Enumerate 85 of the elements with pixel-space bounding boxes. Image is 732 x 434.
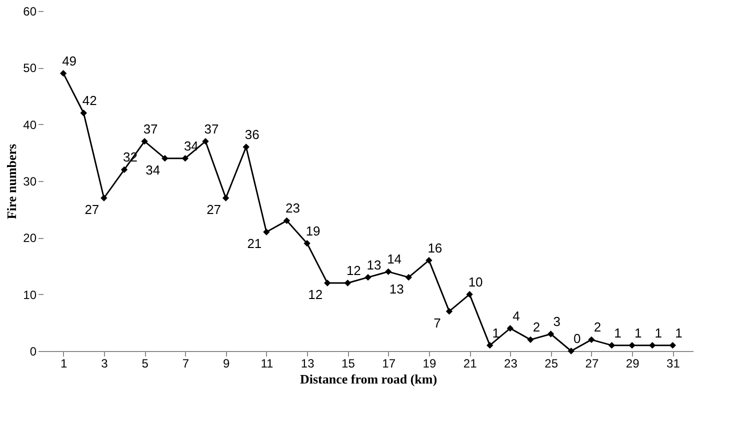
data-label: 14 (387, 252, 402, 267)
x-tick-label: 17 (382, 356, 396, 370)
point (405, 274, 412, 281)
point (182, 154, 189, 162)
x-tick-label: 11 (260, 356, 274, 370)
x-tick-label: 19 (422, 356, 436, 370)
point (263, 228, 270, 236)
data-label: 3 (553, 314, 560, 329)
y-axis-title: Fire numbers (4, 144, 20, 220)
point (568, 348, 574, 354)
point (608, 342, 616, 349)
y-tick-label: 30 (23, 174, 37, 188)
point (304, 240, 310, 247)
data-label: 19 (306, 223, 320, 238)
data-label: 2 (594, 320, 602, 335)
data-label: 27 (206, 202, 222, 217)
point (466, 290, 473, 298)
point (222, 194, 230, 202)
data-label: 27 (84, 202, 100, 217)
y-tick-label: 50 (23, 61, 37, 76)
data-label: 2 (532, 320, 540, 335)
data-label: 7 (434, 315, 441, 330)
point (100, 194, 108, 202)
x-tick-label: 21 (463, 356, 478, 370)
x-axis-title: Distance from road (km) (300, 372, 438, 386)
data-label: 36 (244, 127, 260, 142)
data-label: 1 (634, 325, 642, 340)
point (669, 342, 676, 349)
data-label: 1 (614, 325, 622, 340)
x-tick-label: 29 (626, 356, 640, 370)
y-tick-label: 60 (23, 4, 37, 18)
data-label: 13 (366, 257, 382, 272)
data-label: 34 (146, 162, 160, 178)
data-label: 10 (468, 274, 483, 290)
data-label: 12 (346, 263, 361, 278)
y-tick-label: 20 (23, 231, 37, 246)
data-label: 1 (654, 325, 662, 340)
x-tick-label: 31 (666, 356, 680, 370)
data-label: 4 (512, 308, 520, 324)
point (324, 280, 331, 286)
point (162, 154, 168, 162)
point (384, 268, 392, 276)
point (80, 110, 87, 116)
data-label: 37 (143, 121, 158, 136)
point (547, 330, 554, 338)
data-label: 49 (62, 53, 77, 68)
x-tick-label: 5 (142, 356, 149, 370)
data-label: 1 (675, 325, 682, 340)
point (426, 256, 432, 264)
x-tick-label: 23 (504, 356, 518, 370)
point (141, 138, 148, 145)
x-tick-label: 15 (342, 356, 356, 370)
data-label: 42 (82, 93, 97, 108)
data-label: 12 (308, 287, 323, 302)
data-label: 23 (286, 200, 300, 216)
y-tick-label: 0 (30, 344, 37, 358)
point (446, 308, 453, 315)
x-tick-label: 7 (182, 356, 190, 370)
x-tick-label: 27 (585, 356, 599, 370)
data-label: 1 (492, 325, 500, 340)
point (283, 217, 290, 224)
data-label: 21 (247, 236, 262, 251)
y-tick-label: 10 (23, 288, 37, 302)
x-tick-label: 25 (544, 356, 558, 370)
y-tick-label: 40 (23, 118, 37, 132)
point (120, 166, 128, 174)
data-label: 37 (204, 121, 219, 136)
data-label: 13 (389, 281, 404, 296)
point (628, 342, 636, 349)
x-tick-label: 13 (300, 356, 315, 370)
point (527, 336, 534, 344)
point (588, 336, 595, 344)
point (60, 70, 67, 77)
x-tick-label: 3 (101, 356, 108, 370)
x-tick-label: 9 (222, 356, 230, 370)
point (364, 274, 372, 281)
data-label: 0 (574, 331, 581, 346)
x-tick-label: 1 (60, 356, 68, 370)
point (344, 280, 352, 286)
data-label: 16 (428, 240, 442, 256)
point (649, 342, 656, 349)
point (242, 144, 250, 150)
point (202, 138, 209, 145)
point (506, 324, 514, 332)
point (486, 342, 494, 349)
